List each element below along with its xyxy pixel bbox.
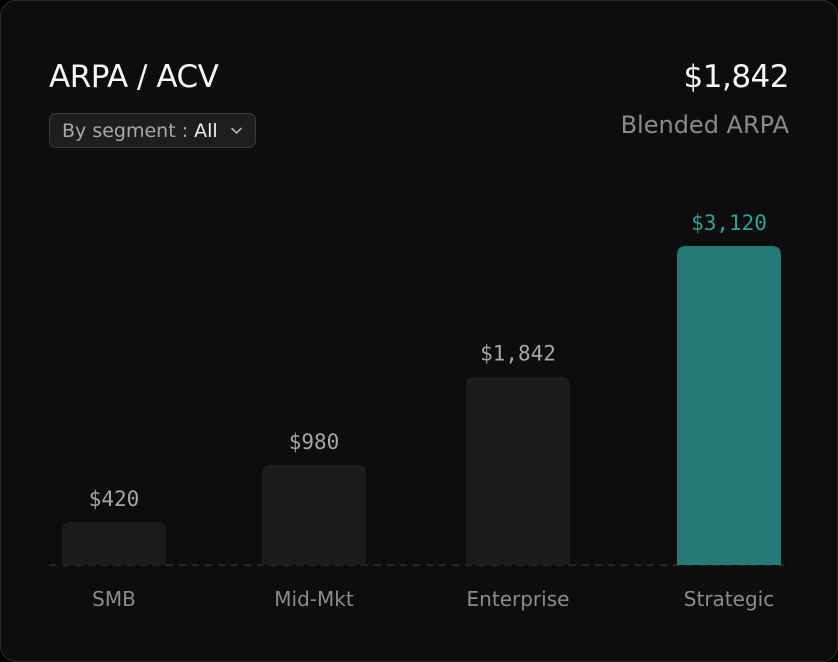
category-label: Enterprise: [467, 587, 570, 611]
bar-enterprise[interactable]: [466, 376, 570, 565]
card-title: ARPA / ACV: [49, 59, 219, 95]
value-label: $420: [89, 487, 140, 511]
value-label: $3,120: [691, 211, 767, 235]
blended-arpa-label: Blended ARPA: [620, 111, 789, 139]
value-label: $980: [289, 430, 340, 454]
bar-strategic[interactable]: [677, 246, 781, 565]
category-label: Mid-Mkt: [274, 587, 354, 611]
blended-arpa-value: $1,842: [683, 59, 790, 95]
chevron-down-icon: [230, 127, 242, 134]
value-label: $1,842: [480, 342, 556, 366]
segment-filter-value: All: [194, 119, 218, 142]
bar-mid-mkt[interactable]: [262, 464, 366, 565]
segment-filter-label: By segment :: [62, 119, 189, 142]
bar-smb[interactable]: [62, 522, 166, 565]
category-label: SMB: [92, 587, 136, 611]
segment-filter-dropdown[interactable]: By segment : All: [49, 113, 256, 148]
category-label: Strategic: [684, 587, 774, 611]
